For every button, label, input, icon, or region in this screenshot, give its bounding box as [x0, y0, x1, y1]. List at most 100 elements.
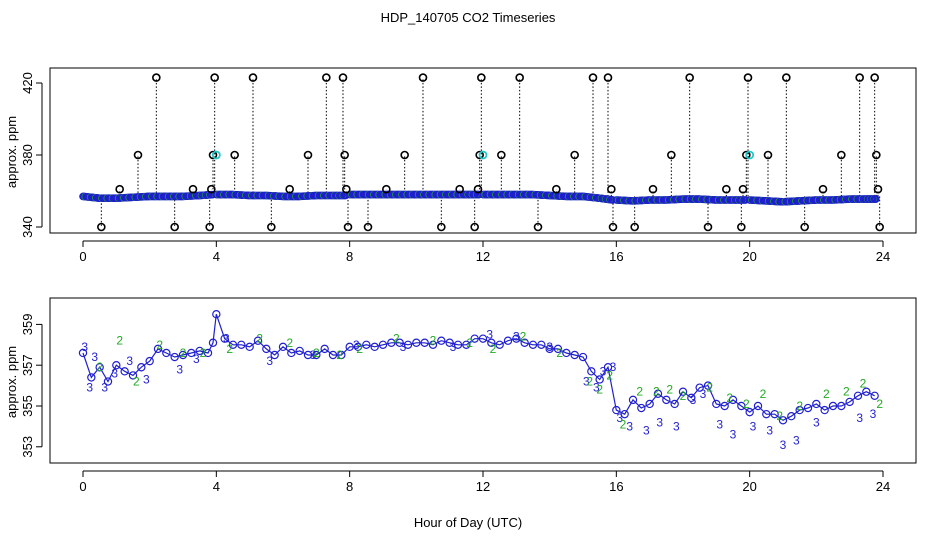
bottom-marker-3: 3	[513, 330, 520, 344]
bottom-marker-2: 2	[156, 338, 163, 352]
bottom-marker-3: 3	[730, 428, 737, 442]
bottom-marker-3: 3	[673, 419, 680, 433]
bottom-marker-3: 3	[223, 332, 230, 346]
bottom-data-point	[270, 350, 279, 360]
top-y-axis: 340 380 420	[20, 72, 43, 238]
bottom-data-point	[128, 371, 138, 380]
bottom-marker-2: 2	[843, 385, 850, 399]
bottom-data-point	[578, 352, 588, 362]
bottom-data-point	[695, 383, 704, 392]
bottom-marker-3: 3	[643, 423, 650, 437]
outlier-point	[703, 222, 713, 232]
bottom-data-point	[328, 350, 338, 360]
bottom-marker-2: 2	[876, 397, 883, 411]
bottom-data-point	[753, 401, 763, 411]
bottom-data-point	[603, 363, 613, 372]
bottom-data-point	[545, 344, 554, 354]
outlier-point	[737, 222, 746, 232]
bottom-data-point	[212, 310, 221, 319]
top-y-tick-label: 380	[20, 144, 35, 166]
x-axis-label: Hour of Day (UTC)	[414, 515, 522, 530]
bottom-data-point	[137, 363, 146, 372]
outlier-point	[782, 73, 791, 82]
bottom-data-point	[662, 395, 671, 405]
bottom-marker-2: 2	[356, 342, 363, 356]
bottom-data-point	[395, 338, 404, 347]
bottom-marker-3: 3	[766, 423, 773, 437]
bottom-marker-3: 3	[126, 354, 133, 368]
bottom-data-point	[737, 401, 746, 411]
bottom-data-point	[553, 344, 563, 354]
top-x-axis: 0 4 8 12 16 20 24	[79, 240, 890, 264]
bottom-marker-3: 3	[616, 411, 623, 425]
bottom-data-point	[95, 363, 104, 372]
bottom-data-point	[278, 342, 288, 352]
bottom-marker-2: 2	[760, 387, 767, 401]
bottom-data-point	[345, 342, 354, 352]
outlier-point	[400, 150, 409, 160]
bottom-marker-2: 2	[96, 360, 103, 374]
bottom-marker-3: 3	[583, 375, 590, 389]
bottom-data-point	[228, 340, 238, 349]
figure-title: HDP_140705 CO2 Timeseries	[381, 10, 556, 25]
bottom-plot-box	[49, 297, 917, 464]
bottom-marker-3: 3	[143, 372, 150, 386]
bottom-data-point	[612, 405, 621, 415]
highlight-point	[478, 150, 488, 160]
bottom-marker-2: 2	[430, 334, 437, 348]
bottom-data-point	[253, 336, 263, 345]
bottom-data-point	[295, 346, 304, 356]
bottom-marker-3: 3	[91, 350, 98, 364]
outlier-point	[207, 184, 216, 194]
outlier-point	[873, 184, 883, 194]
bottom-data-point	[78, 348, 88, 358]
bottom-data-point	[120, 367, 129, 376]
bottom-marker-3: 3	[176, 362, 183, 376]
bottom-x-tick-label: 24	[876, 479, 890, 494]
bottom-data-point	[287, 348, 296, 358]
bottom-marker-2: 2	[706, 381, 713, 395]
bottom-data-point	[445, 338, 454, 347]
bottom-data-point	[170, 352, 179, 362]
outlier-point	[497, 150, 506, 160]
bottom-marker-3: 3	[750, 419, 757, 433]
bottom-x-tick-label: 0	[79, 479, 86, 494]
outlier-point	[470, 222, 479, 232]
outlier-point	[603, 73, 613, 82]
bottom-marker-3: 3	[81, 340, 88, 354]
top-y-tick-label: 340	[20, 216, 35, 238]
bottom-marker-3: 3	[400, 340, 407, 354]
bottom-data-point	[312, 350, 321, 360]
outlier-point	[742, 150, 751, 160]
outlier-point	[475, 150, 484, 160]
outlier-point	[338, 73, 348, 82]
bottom-x-tick-label: 12	[476, 479, 490, 494]
bottom-data-point	[503, 336, 513, 345]
bottom-data-point	[470, 334, 479, 343]
bottom-data-point	[262, 344, 271, 354]
outlier-point	[630, 222, 639, 232]
bottom-marker-3: 3	[593, 381, 600, 395]
bottom-marker-3: 3	[193, 352, 200, 366]
bottom-x-axis: 0 4 8 12 16 20 24	[79, 470, 890, 494]
bottom-series-line	[82, 314, 875, 421]
bottom-y-tick-label: 359	[20, 314, 35, 336]
bottom-data-point	[570, 350, 579, 360]
outlier-point	[115, 184, 124, 194]
bottom-data-point	[803, 403, 813, 413]
bottom-marker-3: 3	[600, 364, 607, 378]
outlier-point	[800, 222, 809, 232]
bottom-data-point	[745, 407, 754, 417]
outlier-point	[152, 73, 161, 82]
top-y-tick-label: 420	[20, 72, 35, 94]
top-x-tick-label: 16	[609, 249, 623, 264]
bottom-data-point	[403, 340, 413, 349]
top-x-tick-label: 24	[876, 249, 890, 264]
bottom-marker-3: 3	[780, 438, 787, 452]
top-x-tick-label: 4	[213, 249, 220, 264]
bottom-y-tick-label: 355	[20, 395, 35, 417]
bottom-data-point	[670, 399, 679, 409]
bottom-marker-3: 3	[813, 415, 820, 429]
outlier-point	[342, 184, 351, 194]
